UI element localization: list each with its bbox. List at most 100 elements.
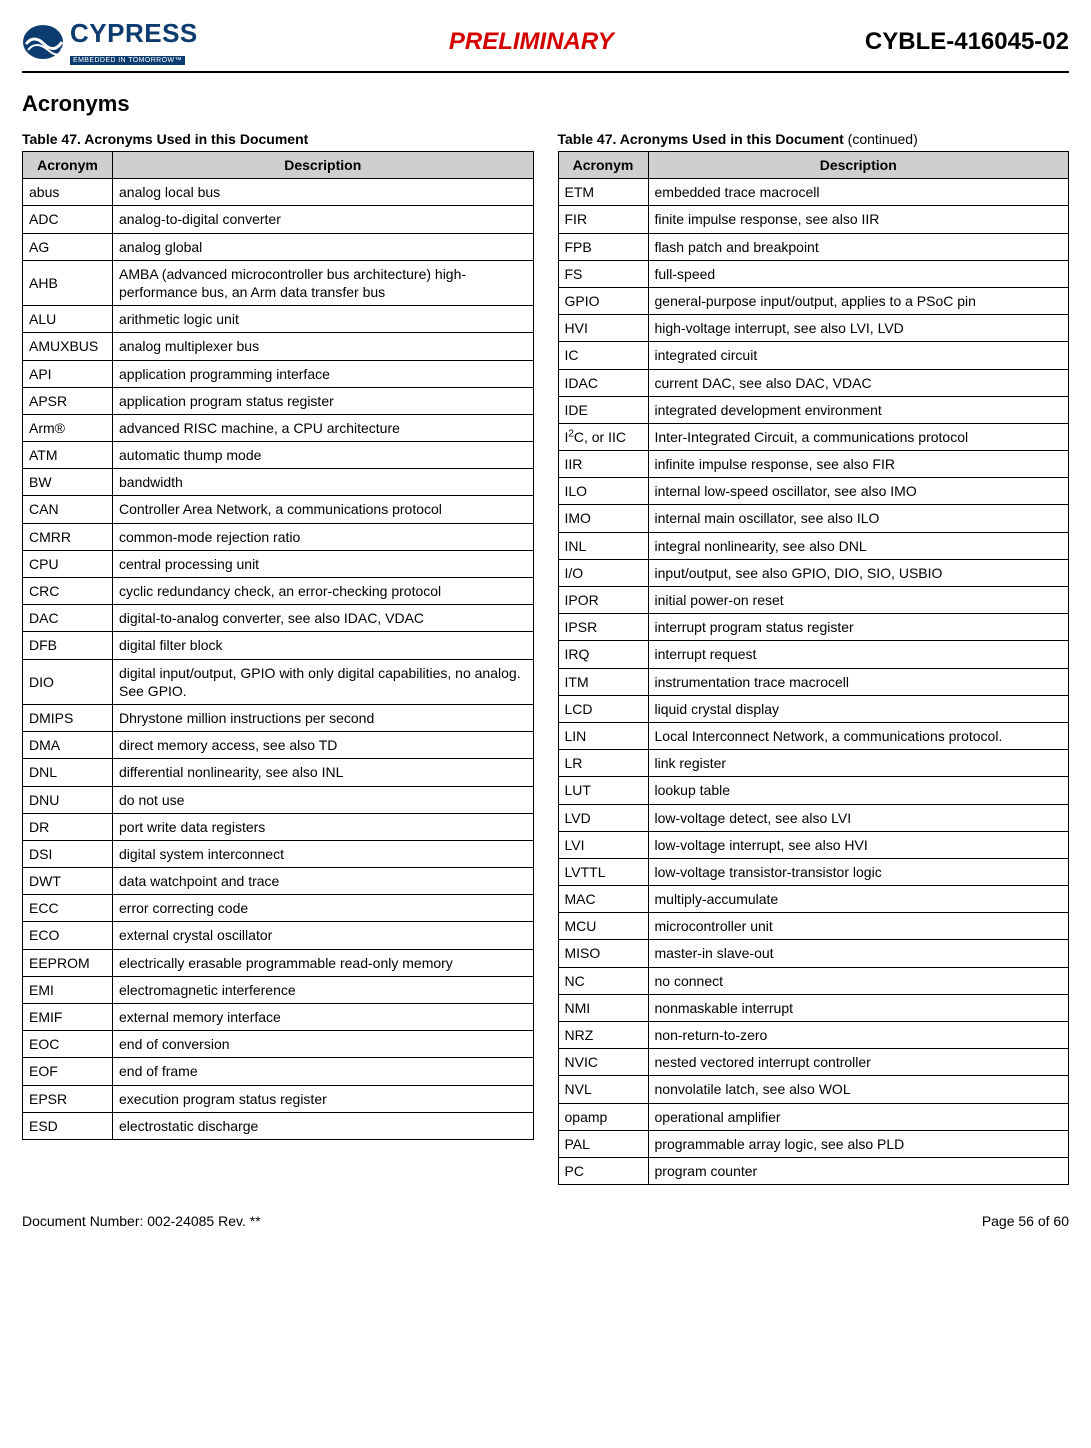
acronym-cell: PAL <box>558 1130 648 1157</box>
table-row: Arm®advanced RISC machine, a CPU archite… <box>23 414 534 441</box>
acronym-cell: MISO <box>558 940 648 967</box>
table-row: NVICnested vectored interrupt controller <box>558 1049 1069 1076</box>
description-cell: instrumentation trace macrocell <box>648 668 1069 695</box>
description-cell: lookup table <box>648 777 1069 804</box>
left-column: Table 47. Acronyms Used in this Document… <box>22 131 534 1140</box>
table-row: BWbandwidth <box>23 469 534 496</box>
doc-number: Document Number: 002-24085 Rev. ** <box>22 1213 261 1229</box>
acronym-cell: IIR <box>558 451 648 478</box>
table-row: DRport write data registers <box>23 813 534 840</box>
table-row: ITMinstrumentation trace macrocell <box>558 668 1069 695</box>
table-row: NCno connect <box>558 967 1069 994</box>
acronym-cell: FS <box>558 260 648 287</box>
acronym-cell: IPOR <box>558 587 648 614</box>
description-cell: analog multiplexer bus <box>113 333 534 360</box>
acronym-cell: DNU <box>23 786 113 813</box>
acronym-cell: EMI <box>23 976 113 1003</box>
acronym-cell: ETM <box>558 179 648 206</box>
table-row: ECCerror correcting code <box>23 895 534 922</box>
acronym-cell: IPSR <box>558 614 648 641</box>
description-cell: end of conversion <box>113 1031 534 1058</box>
acronym-cell: I2C, or IIC <box>558 423 648 450</box>
description-cell: application program status register <box>113 387 534 414</box>
acronym-cell: DMIPS <box>23 704 113 731</box>
acronym-cell: FPB <box>558 233 648 260</box>
table-right-title-main: Table 47. Acronyms Used in this Document <box>558 131 844 147</box>
acronym-cell: LCD <box>558 695 648 722</box>
description-cell: analog global <box>113 233 534 260</box>
table-row: AMUXBUSanalog multiplexer bus <box>23 333 534 360</box>
acronym-cell: EEPROM <box>23 949 113 976</box>
table-row: EMIFexternal memory interface <box>23 1004 534 1031</box>
description-cell: internal low-speed oscillator, see also … <box>648 478 1069 505</box>
description-cell: no connect <box>648 967 1069 994</box>
acronym-cell: DAC <box>23 605 113 632</box>
table-right-title: Table 47. Acronyms Used in this Document… <box>558 131 1070 147</box>
acronym-cell: AHB <box>23 260 113 305</box>
description-cell: Inter-Integrated Circuit, a communicatio… <box>648 423 1069 450</box>
acronym-cell: EMIF <box>23 1004 113 1031</box>
table-row: DMAdirect memory access, see also TD <box>23 732 534 759</box>
acronym-cell: ESD <box>23 1112 113 1139</box>
acronym-cell: abus <box>23 179 113 206</box>
description-cell: interrupt program status register <box>648 614 1069 641</box>
table-row: ECOexternal crystal oscillator <box>23 922 534 949</box>
table-row: EEPROMelectrically erasable programmable… <box>23 949 534 976</box>
description-cell: arithmetic logic unit <box>113 306 534 333</box>
acronym-cell: NMI <box>558 994 648 1021</box>
table-row: LUTlookup table <box>558 777 1069 804</box>
acronym-cell: LVD <box>558 804 648 831</box>
table-row: ICintegrated circuit <box>558 342 1069 369</box>
table-row: abusanalog local bus <box>23 179 534 206</box>
acronym-cell: EOC <box>23 1031 113 1058</box>
table-right-title-cont: (continued) <box>844 131 918 147</box>
table-row: NRZnon-return-to-zero <box>558 1022 1069 1049</box>
acronym-cell: ECC <box>23 895 113 922</box>
table-row: DNLdifferential nonlinearity, see also I… <box>23 759 534 786</box>
preliminary-label: PRELIMINARY <box>449 28 614 56</box>
acronym-cell: INL <box>558 532 648 559</box>
acronym-cell: NC <box>558 967 648 994</box>
right-column: Table 47. Acronyms Used in this Document… <box>558 131 1070 1185</box>
description-cell: analog-to-digital converter <box>113 206 534 233</box>
description-cell: AMBA (advanced microcontroller bus archi… <box>113 260 534 305</box>
acronym-cell: EPSR <box>23 1085 113 1112</box>
description-cell: analog local bus <box>113 179 534 206</box>
acronym-cell: Arm® <box>23 414 113 441</box>
table-row: IIRinfinite impulse response, see also F… <box>558 451 1069 478</box>
table-header-row: Acronym Description <box>558 152 1069 179</box>
page-header: CYPRESS EMBEDDED IN TOMORROW™ PRELIMINAR… <box>22 18 1069 73</box>
logo-tagline: EMBEDDED IN TOMORROW™ <box>70 56 185 65</box>
col-header-acronym: Acronym <box>558 152 648 179</box>
table-row: MISOmaster-in slave-out <box>558 940 1069 967</box>
description-cell: embedded trace macrocell <box>648 179 1069 206</box>
description-cell: digital system interconnect <box>113 840 534 867</box>
description-cell: direct memory access, see also TD <box>113 732 534 759</box>
table-row: LVIlow-voltage interrupt, see also HVI <box>558 831 1069 858</box>
table-row: IDEintegrated development environment <box>558 396 1069 423</box>
acronym-cell: IDE <box>558 396 648 423</box>
description-cell: Controller Area Network, a communication… <box>113 496 534 523</box>
acronym-cell: MCU <box>558 913 648 940</box>
logo-main-text: CYPRESS <box>70 18 198 49</box>
acronym-cell: LVI <box>558 831 648 858</box>
acronym-cell: LVTTL <box>558 858 648 885</box>
acronym-cell: ATM <box>23 442 113 469</box>
acronym-cell: DSI <box>23 840 113 867</box>
table-row: CMRRcommon-mode rejection ratio <box>23 523 534 550</box>
table-row: LINLocal Interconnect Network, a communi… <box>558 722 1069 749</box>
description-cell: integrated circuit <box>648 342 1069 369</box>
table-row: DMIPSDhrystone million instructions per … <box>23 704 534 731</box>
acronym-cell: FIR <box>558 206 648 233</box>
table-row: MACmultiply-accumulate <box>558 886 1069 913</box>
description-cell: current DAC, see also DAC, VDAC <box>648 369 1069 396</box>
description-cell: electrically erasable programmable read-… <box>113 949 534 976</box>
acronym-cell: DWT <box>23 868 113 895</box>
description-cell: low-voltage detect, see also LVI <box>648 804 1069 831</box>
acronym-cell: IRQ <box>558 641 648 668</box>
description-cell: full-speed <box>648 260 1069 287</box>
description-cell: non-return-to-zero <box>648 1022 1069 1049</box>
page-footer: Document Number: 002-24085 Rev. ** Page … <box>22 1213 1069 1229</box>
description-cell: bandwidth <box>113 469 534 496</box>
description-cell: error correcting code <box>113 895 534 922</box>
